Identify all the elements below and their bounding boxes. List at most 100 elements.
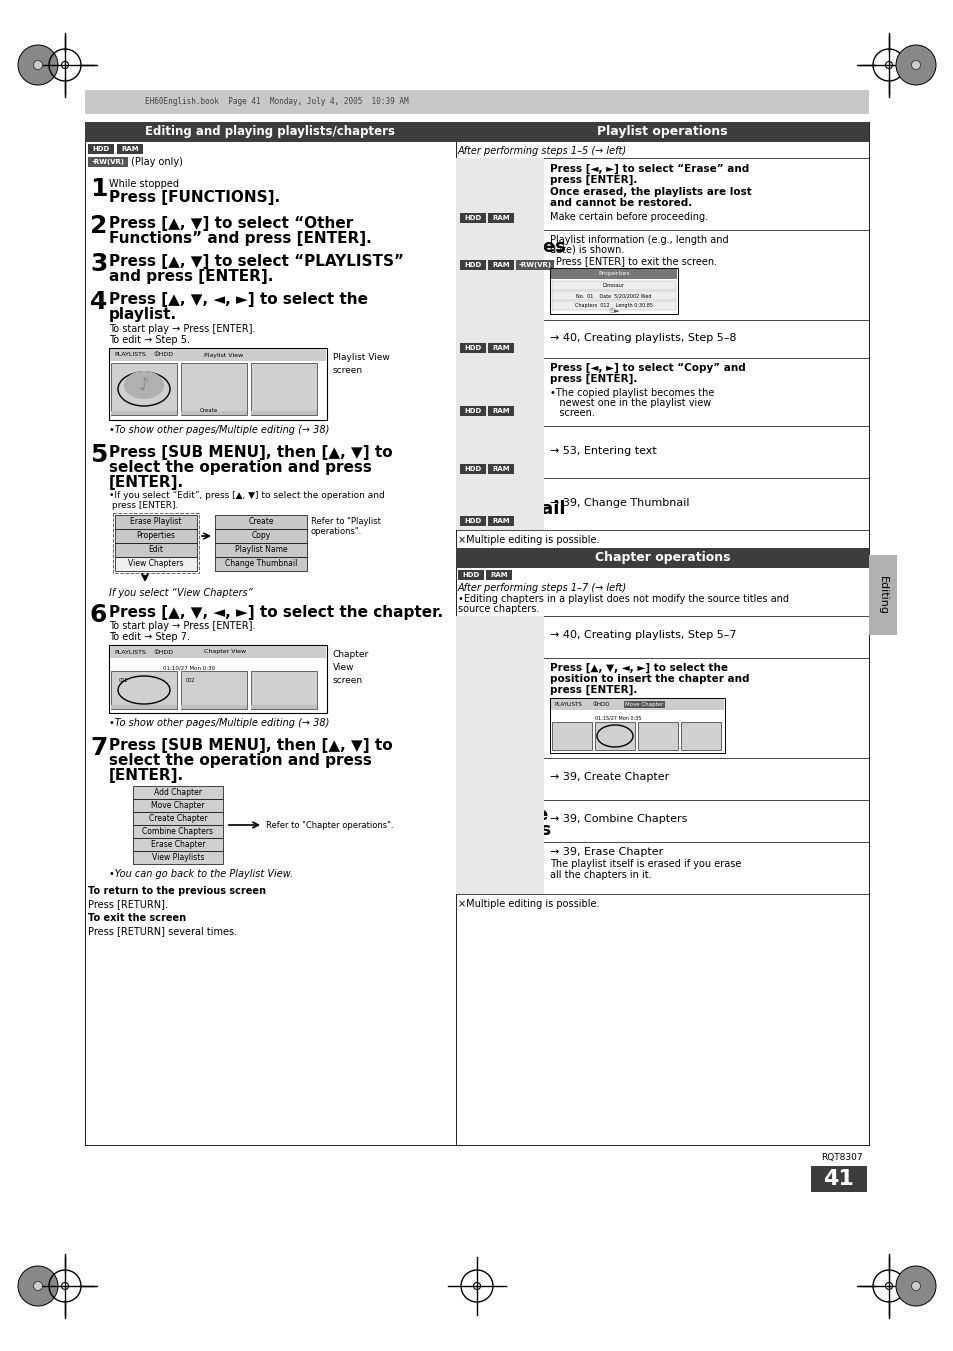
Text: ×: × xyxy=(497,195,507,204)
Text: HDD: HDD xyxy=(464,262,481,267)
Text: → 39, Erase Chapter: → 39, Erase Chapter xyxy=(550,847,662,857)
Text: → 39, Change Thumbnail: → 39, Change Thumbnail xyxy=(550,499,689,508)
Bar xyxy=(115,543,196,557)
Text: •To show other pages/Multiple editing (→ 38): •To show other pages/Multiple editing (→… xyxy=(109,426,329,435)
Text: If you select “View Chapters”: If you select “View Chapters” xyxy=(109,588,253,598)
Bar xyxy=(456,549,868,567)
Bar xyxy=(595,721,635,750)
Text: Functions” and press [ENTER].: Functions” and press [ENTER]. xyxy=(109,231,372,246)
Bar xyxy=(552,721,592,750)
Text: Create: Create xyxy=(248,517,274,527)
Bar xyxy=(868,555,896,635)
Bar xyxy=(115,515,196,530)
Bar xyxy=(485,570,512,580)
Text: View: View xyxy=(333,663,355,671)
Text: press [ENTER].: press [ENTER]. xyxy=(109,501,178,509)
Text: ☉►: ☉► xyxy=(608,308,619,313)
Ellipse shape xyxy=(18,45,58,85)
Text: •If you select “Edit”, press [▲, ▼] to select the operation and: •If you select “Edit”, press [▲, ▼] to s… xyxy=(109,490,384,500)
Text: HDD: HDD xyxy=(464,345,481,351)
Text: To start play → Press [ENTER].: To start play → Press [ENTER]. xyxy=(109,324,255,334)
Text: ×Multiple editing is possible.: ×Multiple editing is possible. xyxy=(457,535,598,544)
Text: Erase: Erase xyxy=(459,166,516,184)
Text: View Chapters: View Chapters xyxy=(128,559,184,569)
Text: Chapter operations: Chapter operations xyxy=(594,551,729,565)
Text: Press [RETURN] several times.: Press [RETURN] several times. xyxy=(88,925,237,936)
Text: RQT8307: RQT8307 xyxy=(821,1152,862,1162)
Text: ①HDD: ①HDD xyxy=(153,353,174,358)
Text: Chapter: Chapter xyxy=(459,865,540,882)
Bar xyxy=(88,157,128,168)
Ellipse shape xyxy=(910,61,920,69)
Bar xyxy=(459,463,485,474)
Text: RAM: RAM xyxy=(492,466,509,471)
Text: Chapter View: Chapter View xyxy=(204,650,246,654)
Bar xyxy=(214,543,307,557)
Text: Press [▲, ▼] to select “Other: Press [▲, ▼] to select “Other xyxy=(109,216,353,231)
Bar xyxy=(132,798,223,812)
Ellipse shape xyxy=(895,45,935,85)
Bar xyxy=(132,851,223,865)
Text: Thumbnail: Thumbnail xyxy=(459,500,566,517)
Ellipse shape xyxy=(18,1266,58,1306)
Text: HDD: HDD xyxy=(464,466,481,471)
Text: No.  01    Date  5/20/2002 Wed: No. 01 Date 5/20/2002 Wed xyxy=(576,293,651,299)
Bar xyxy=(88,145,113,154)
Text: Refer to "Playlist: Refer to "Playlist xyxy=(311,517,380,527)
Text: •To show other pages/Multiple editing (→ 38): •To show other pages/Multiple editing (→… xyxy=(109,717,329,728)
Bar xyxy=(132,838,223,851)
Bar xyxy=(488,463,514,474)
Text: Create: Create xyxy=(459,765,527,782)
Bar xyxy=(85,91,868,113)
Text: ①HDD: ①HDD xyxy=(153,650,174,654)
Text: ♪: ♪ xyxy=(138,376,150,394)
Text: 4: 4 xyxy=(90,290,108,313)
Text: Move Chapter: Move Chapter xyxy=(152,801,205,811)
Text: RAM: RAM xyxy=(492,345,509,351)
Text: •You can go back to the Playlist View.: •You can go back to the Playlist View. xyxy=(109,869,293,880)
Text: → 39, Combine Chapters: → 39, Combine Chapters xyxy=(550,815,687,824)
Text: RAM: RAM xyxy=(492,517,509,524)
Bar xyxy=(181,363,247,415)
Text: View Playlists: View Playlists xyxy=(152,852,204,862)
Text: Create: Create xyxy=(459,327,527,345)
Bar xyxy=(110,646,326,658)
Text: and cannot be restored.: and cannot be restored. xyxy=(550,199,692,208)
Bar xyxy=(109,644,327,713)
Text: To edit → Step 7.: To edit → Step 7. xyxy=(109,632,190,642)
Text: Combine Chapters: Combine Chapters xyxy=(142,827,213,836)
Text: ×: × xyxy=(510,878,518,888)
Bar xyxy=(111,705,177,709)
Bar xyxy=(456,320,543,358)
Text: Once erased, the playlists are lost: Once erased, the playlists are lost xyxy=(550,186,751,197)
Text: (Play only): (Play only) xyxy=(131,157,183,168)
Bar xyxy=(214,557,307,571)
Text: → 40, Creating playlists, Step 5–7: → 40, Creating playlists, Step 5–7 xyxy=(550,630,736,640)
Bar xyxy=(111,363,177,415)
Bar xyxy=(638,721,678,750)
Bar xyxy=(456,616,543,658)
Bar xyxy=(457,570,483,580)
Bar xyxy=(181,705,247,709)
Text: Properties: Properties xyxy=(598,272,629,277)
Text: After performing steps 1–7 (→ left): After performing steps 1–7 (→ left) xyxy=(457,584,626,593)
Bar xyxy=(456,230,543,320)
Bar xyxy=(459,343,485,353)
Text: HDD: HDD xyxy=(464,517,481,524)
Bar xyxy=(552,290,676,300)
Bar xyxy=(109,349,327,420)
Text: -RW(VR): -RW(VR) xyxy=(91,159,125,165)
Text: To edit → Step 5.: To edit → Step 5. xyxy=(109,335,190,345)
Text: Playlist: Playlist xyxy=(459,434,534,451)
Text: screen.: screen. xyxy=(550,408,595,417)
Text: RAM: RAM xyxy=(490,571,507,578)
Text: ×: × xyxy=(499,380,509,389)
Text: Chapter: Chapter xyxy=(459,638,540,655)
Ellipse shape xyxy=(895,1266,935,1306)
Text: While stopped: While stopped xyxy=(109,178,179,189)
Text: 2: 2 xyxy=(90,213,108,238)
Text: Name: Name xyxy=(459,449,517,466)
Text: 7: 7 xyxy=(90,736,108,761)
Text: Move Chapter: Move Chapter xyxy=(624,703,662,707)
Text: Press [▲, ▼, ◄, ►] to select the: Press [▲, ▼, ◄, ►] to select the xyxy=(550,663,727,673)
